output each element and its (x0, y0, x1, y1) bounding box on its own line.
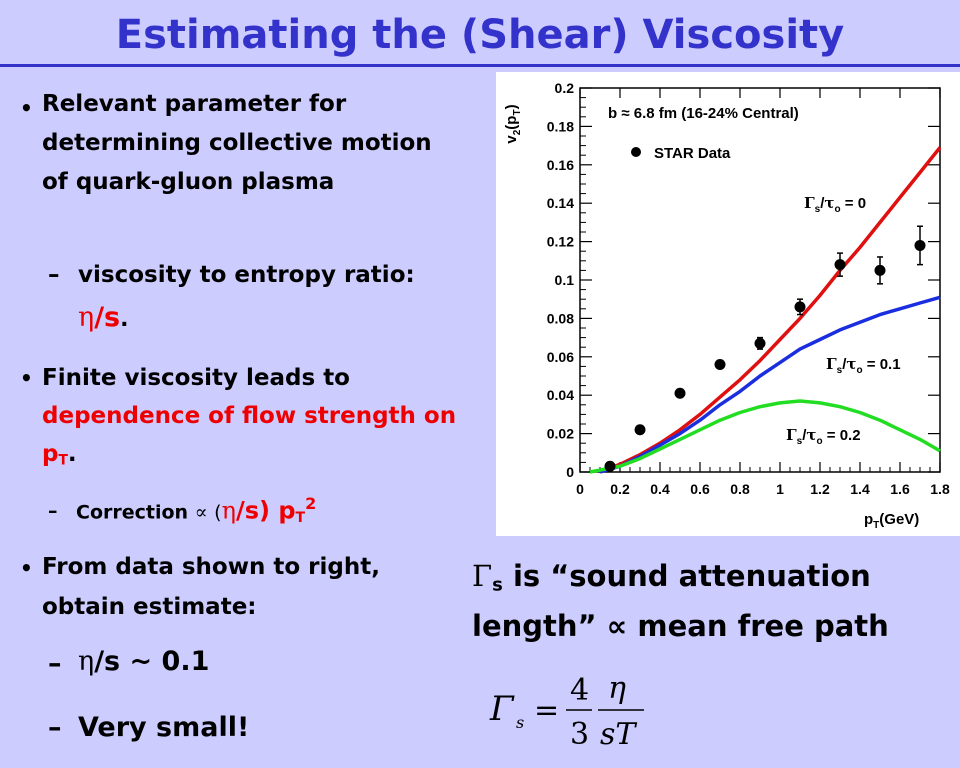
data-point (714, 358, 726, 370)
y-tick-label: 0.04 (547, 387, 574, 403)
plot-frame (579, 87, 941, 473)
curve-3 (589, 399, 941, 474)
legend-marker (631, 147, 641, 157)
annotation-impact-parameter: b ≈ 6.8 fm (16-24% Central) (608, 105, 799, 122)
y-axis-label: v2(pT) (503, 104, 523, 143)
y-tick-label: 0.16 (547, 157, 574, 173)
data-point (834, 259, 846, 271)
y-tick-label: 0.18 (547, 118, 574, 134)
correction-text: Correction ∝ (η/s) pT2 (76, 494, 317, 527)
curve-label-1: Γs/τo = 0.1 (826, 355, 901, 376)
legend-label: STAR Data (654, 145, 731, 162)
sub-dash-4: – (48, 712, 62, 743)
v2-plot-panel: 0 0.2 0.4 0.6 0.8 1 1.2 1.4 1.6 1.8 0 0.02 0.04 0.06 0… (496, 72, 960, 536)
curve-label-0: Γs/τo = 0 (804, 194, 866, 215)
curve-2 (599, 295, 941, 474)
x-tick-label: 0 (576, 481, 584, 497)
gamma-formula: Γ s = 4 3 η sT (489, 671, 644, 752)
x-tick-label: 1.6 (890, 481, 910, 497)
data-point (604, 460, 616, 472)
bullet-marker-3: • (20, 556, 33, 580)
sub-dash-3: – (48, 648, 62, 679)
sub-dash-2: – (48, 500, 58, 522)
curve-label-2: Γs/τo = 0.2 (786, 426, 861, 447)
y-tick-label: 0.14 (547, 195, 574, 211)
y-tick-label: 0.2 (555, 80, 575, 96)
very-small-text: Very small! (78, 712, 250, 743)
y-tick-label: 0.1 (555, 272, 575, 288)
data-point (794, 301, 806, 313)
sub-dash-1: – (48, 262, 60, 288)
bullet-marker-1: • (20, 96, 33, 120)
data-point (674, 387, 686, 399)
formula-den: 3 (570, 717, 589, 752)
y-tick-label: 0 (566, 464, 574, 480)
x-tick-label: 0.8 (730, 481, 750, 497)
bullet-3-text: From data shown to right, obtain estimat… (42, 554, 380, 620)
data-point (914, 239, 926, 251)
formula-den2: sT (600, 717, 637, 752)
x-tick-label: 1 (776, 481, 784, 497)
eta-over-s-estimate: η/s ~ 0.1 (78, 646, 210, 677)
x-tick-label: 1.2 (810, 481, 830, 497)
bullet-marker-2: • (20, 366, 33, 390)
x-tick-label: 1.8 (930, 481, 950, 497)
bullet-2-text: Finite viscosity leads to dependence of … (42, 365, 457, 469)
formula-num: 4 (570, 673, 589, 708)
formula-equals: = (534, 693, 559, 728)
eta-over-s-inline: η/s. (78, 302, 129, 333)
formula-lhs-sub: s (516, 713, 524, 732)
bullet-1-text: Relevant parameter for determining colle… (42, 91, 432, 195)
x-tick-label: 0.6 (690, 481, 710, 497)
data-point (634, 424, 646, 436)
gamma-definition: Γs is “sound attenuation length” ∝ mean … (472, 559, 889, 643)
data-point (874, 264, 886, 276)
formula-lhs: Γ (489, 689, 515, 729)
x-tick-label: 1.4 (850, 481, 870, 497)
x-axis-label: pT(GeV) (864, 511, 919, 531)
x-tick-label: 0.2 (610, 481, 630, 497)
data-point (754, 337, 766, 349)
x-tick-label: 0.4 (650, 481, 670, 497)
formula-num2: η (608, 671, 626, 706)
title-underline (0, 64, 960, 67)
y-tick-label: 0.12 (547, 234, 574, 250)
sub-bullet-1-text: viscosity to entropy ratio: (78, 262, 415, 288)
y-tick-label: 0.08 (547, 310, 574, 326)
v2-plot: 0 0.2 0.4 0.6 0.8 1 1.2 1.4 1.6 1.8 0 0.02 0.04 0.06 0… (503, 80, 950, 531)
slide-title: Estimating the (Shear) Viscosity (115, 12, 845, 58)
y-tick-label: 0.02 (547, 426, 574, 442)
y-tick-label: 0.06 (547, 349, 574, 365)
